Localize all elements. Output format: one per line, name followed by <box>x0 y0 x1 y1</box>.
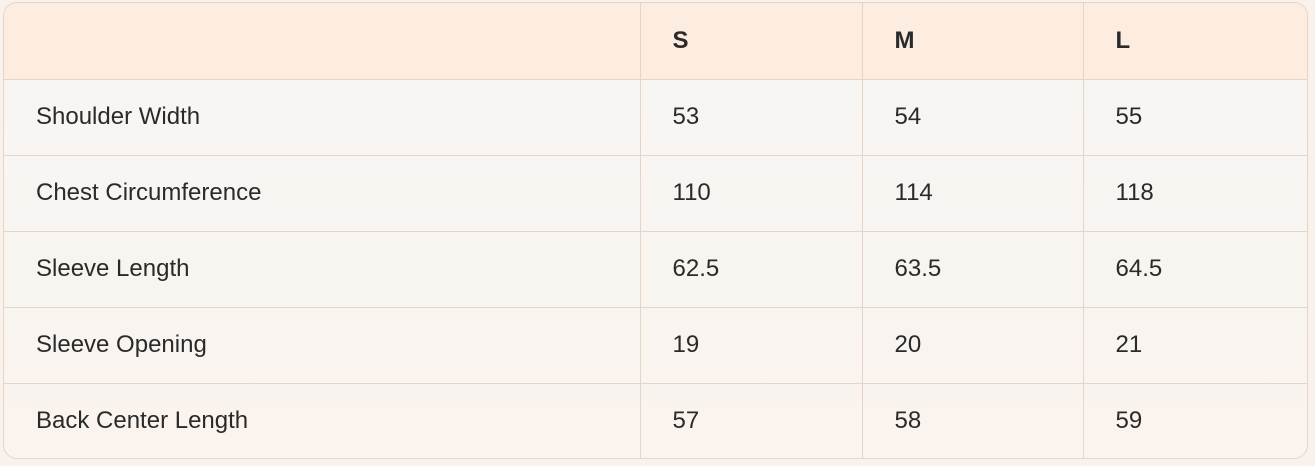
table-row: Sleeve Length 62.5 63.5 64.5 <box>4 231 1307 308</box>
row-label: Shoulder Width <box>4 79 640 156</box>
header-corner <box>4 3 640 80</box>
size-chart: S M L Shoulder Width 53 54 55 Chest Circumfe… <box>3 2 1308 459</box>
row-label: Sleeve Length <box>4 231 640 308</box>
cell-size-s: 62.5 <box>639 231 862 308</box>
row-label: Sleeve Opening <box>4 307 640 384</box>
cell-size-l: 118 <box>1082 155 1307 232</box>
header-size-s: S <box>639 3 862 80</box>
cell-size-m: 20 <box>861 307 1083 384</box>
table-body: Shoulder Width 53 54 55 Chest Circumference 1… <box>4 79 1307 458</box>
table-row: Back Center Length 57 58 59 <box>4 383 1307 458</box>
cell-size-l: 55 <box>1082 79 1307 156</box>
header-size-m: M <box>861 3 1083 80</box>
row-label: Chest Circumference <box>4 155 640 232</box>
cell-size-l: 64.5 <box>1082 231 1307 308</box>
table-row: Chest Circumference 110 114 118 <box>4 155 1307 232</box>
header-size-l: L <box>1082 3 1307 80</box>
cell-size-m: 63.5 <box>861 231 1083 308</box>
table-header: S M L <box>4 3 1307 80</box>
cell-size-s: 57 <box>639 383 862 458</box>
cell-size-s: 110 <box>639 155 862 232</box>
cell-size-s: 53 <box>639 79 862 156</box>
cell-size-l: 21 <box>1082 307 1307 384</box>
header-row: S M L <box>4 3 1307 80</box>
cell-size-l: 59 <box>1082 383 1307 458</box>
cell-size-m: 58 <box>861 383 1083 458</box>
size-table: S M L Shoulder Width 53 54 55 Chest Circumfe… <box>4 3 1307 458</box>
table-row: Shoulder Width 53 54 55 <box>4 79 1307 156</box>
row-label: Back Center Length <box>36 407 249 435</box>
cell-size-s: 19 <box>639 307 862 384</box>
cell-size-m: 54 <box>861 79 1083 156</box>
table-row: Sleeve Opening 19 20 21 <box>4 307 1307 384</box>
cell-size-m: 114 <box>861 155 1083 232</box>
